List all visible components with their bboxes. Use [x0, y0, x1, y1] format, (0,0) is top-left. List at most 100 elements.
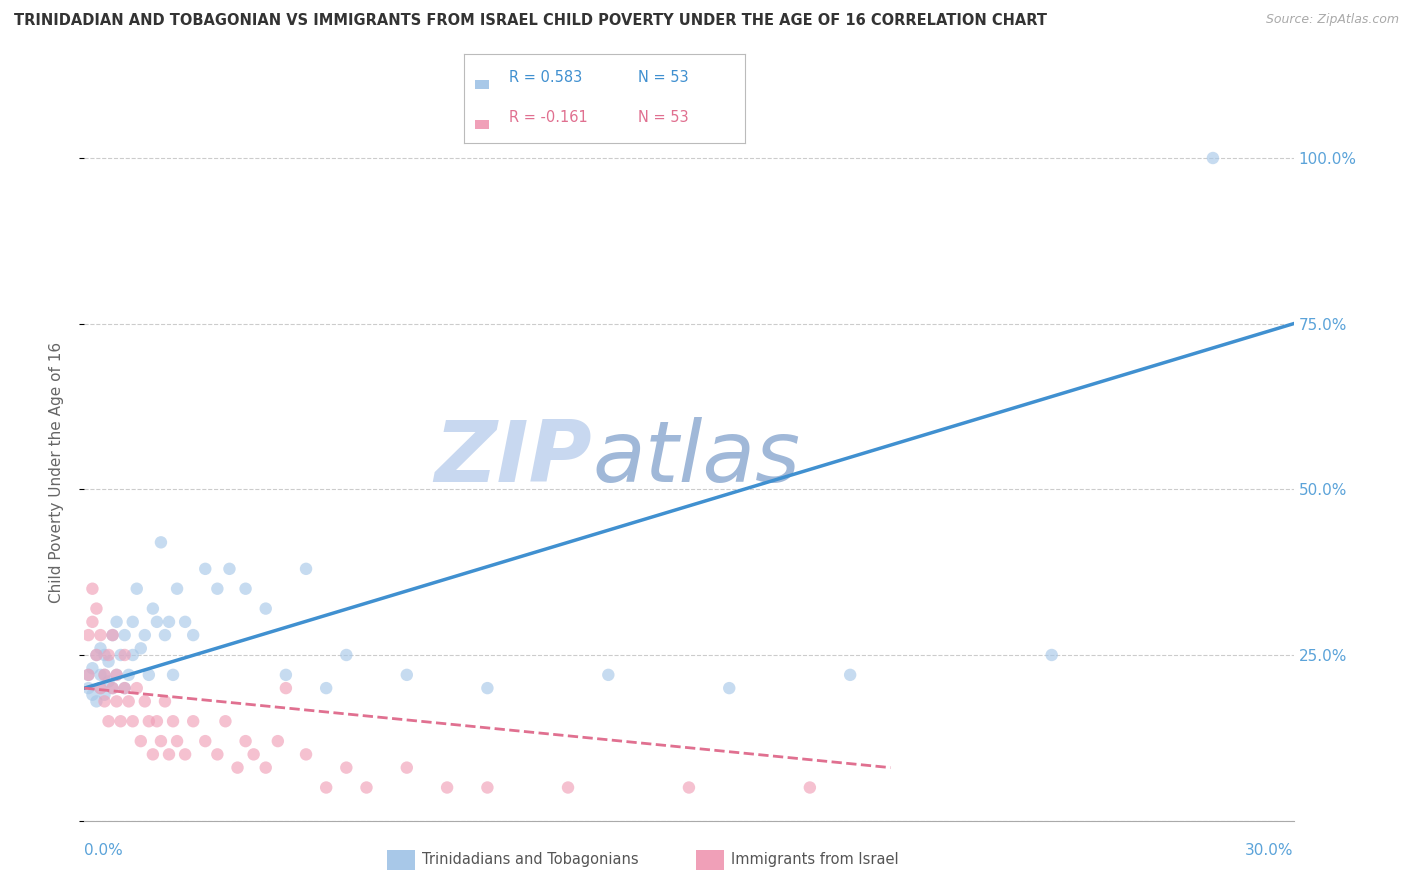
Text: atlas: atlas [592, 417, 800, 500]
Point [101, 628, 124, 642]
Point [105, 668, 128, 682]
Point [146, 714, 169, 729]
Point [86, 694, 108, 708]
Point [235, 582, 257, 596]
Point [110, 714, 132, 729]
Point [105, 668, 128, 682]
Point [174, 615, 197, 629]
Point [207, 582, 229, 596]
Text: TRINIDADIAN AND TOBAGONIAN VS IMMIGRANTS FROM ISRAEL CHILD POVERTY UNDER THE AGE: TRINIDADIAN AND TOBAGONIAN VS IMMIGRANTS… [14, 13, 1047, 29]
Point [138, 714, 160, 729]
Point [207, 747, 229, 762]
Point [718, 681, 741, 695]
Bar [475, 80, 489, 89]
Point [295, 747, 318, 762]
Point [436, 780, 458, 795]
Point [395, 761, 418, 775]
Point [101, 628, 124, 642]
Point [477, 681, 499, 695]
Point [839, 668, 862, 682]
Point [335, 761, 357, 775]
Point [114, 648, 136, 662]
Point [153, 628, 176, 642]
Point [125, 582, 148, 596]
Point [121, 648, 143, 662]
Point [1040, 648, 1063, 662]
Text: 0.0%: 0.0% [84, 843, 124, 858]
Point [105, 694, 128, 708]
Text: N = 53: N = 53 [638, 110, 689, 125]
Point [226, 761, 249, 775]
Point [93, 688, 115, 702]
Point [598, 668, 620, 682]
Point [142, 601, 165, 615]
Point [82, 582, 104, 596]
Point [77, 681, 100, 695]
Point [129, 641, 152, 656]
Point [356, 780, 378, 795]
Point [121, 714, 143, 729]
Point [134, 694, 156, 708]
Text: Immigrants from Israel: Immigrants from Israel [731, 853, 898, 867]
Point [114, 681, 136, 695]
Point [254, 601, 277, 615]
Text: Source: ZipAtlas.com: Source: ZipAtlas.com [1265, 13, 1399, 27]
Point [82, 688, 104, 702]
Point [557, 780, 579, 795]
Point [89, 681, 111, 695]
Bar [475, 120, 489, 129]
Text: Trinidadians and Tobagonians: Trinidadians and Tobagonians [422, 853, 638, 867]
Point [114, 681, 136, 695]
Point [77, 668, 100, 682]
Point [89, 641, 111, 656]
Point [89, 628, 111, 642]
Point [166, 582, 188, 596]
Point [162, 668, 184, 682]
Point [97, 714, 120, 729]
Text: R = -0.161: R = -0.161 [509, 110, 588, 125]
Point [142, 747, 165, 762]
Point [149, 734, 172, 748]
Point [157, 615, 180, 629]
Point [86, 648, 108, 662]
Point [274, 668, 297, 682]
Point [93, 668, 115, 682]
Point [181, 714, 204, 729]
Point [89, 668, 111, 682]
Point [218, 562, 240, 576]
Point [129, 734, 152, 748]
Text: 30.0%: 30.0% [1246, 843, 1294, 858]
Point [93, 668, 115, 682]
Point [315, 681, 337, 695]
Point [235, 734, 257, 748]
Point [118, 668, 141, 682]
Point [153, 694, 176, 708]
Point [105, 615, 128, 629]
Point [146, 615, 169, 629]
Point [97, 655, 120, 669]
Point [93, 648, 115, 662]
Point [82, 661, 104, 675]
Point [157, 747, 180, 762]
Point [101, 681, 124, 695]
Point [194, 734, 217, 748]
Text: N = 53: N = 53 [638, 70, 689, 85]
Point [82, 615, 104, 629]
Point [678, 780, 700, 795]
Point [134, 628, 156, 642]
Point [118, 694, 141, 708]
Point [86, 648, 108, 662]
Point [114, 628, 136, 642]
Point [799, 780, 821, 795]
Point [93, 694, 115, 708]
Point [121, 615, 143, 629]
Point [181, 628, 204, 642]
Point [242, 747, 264, 762]
Point [274, 681, 297, 695]
Point [77, 628, 100, 642]
Text: R = 0.583: R = 0.583 [509, 70, 582, 85]
Point [138, 668, 160, 682]
Text: ZIP: ZIP [434, 417, 592, 500]
Point [335, 648, 357, 662]
Point [254, 761, 277, 775]
